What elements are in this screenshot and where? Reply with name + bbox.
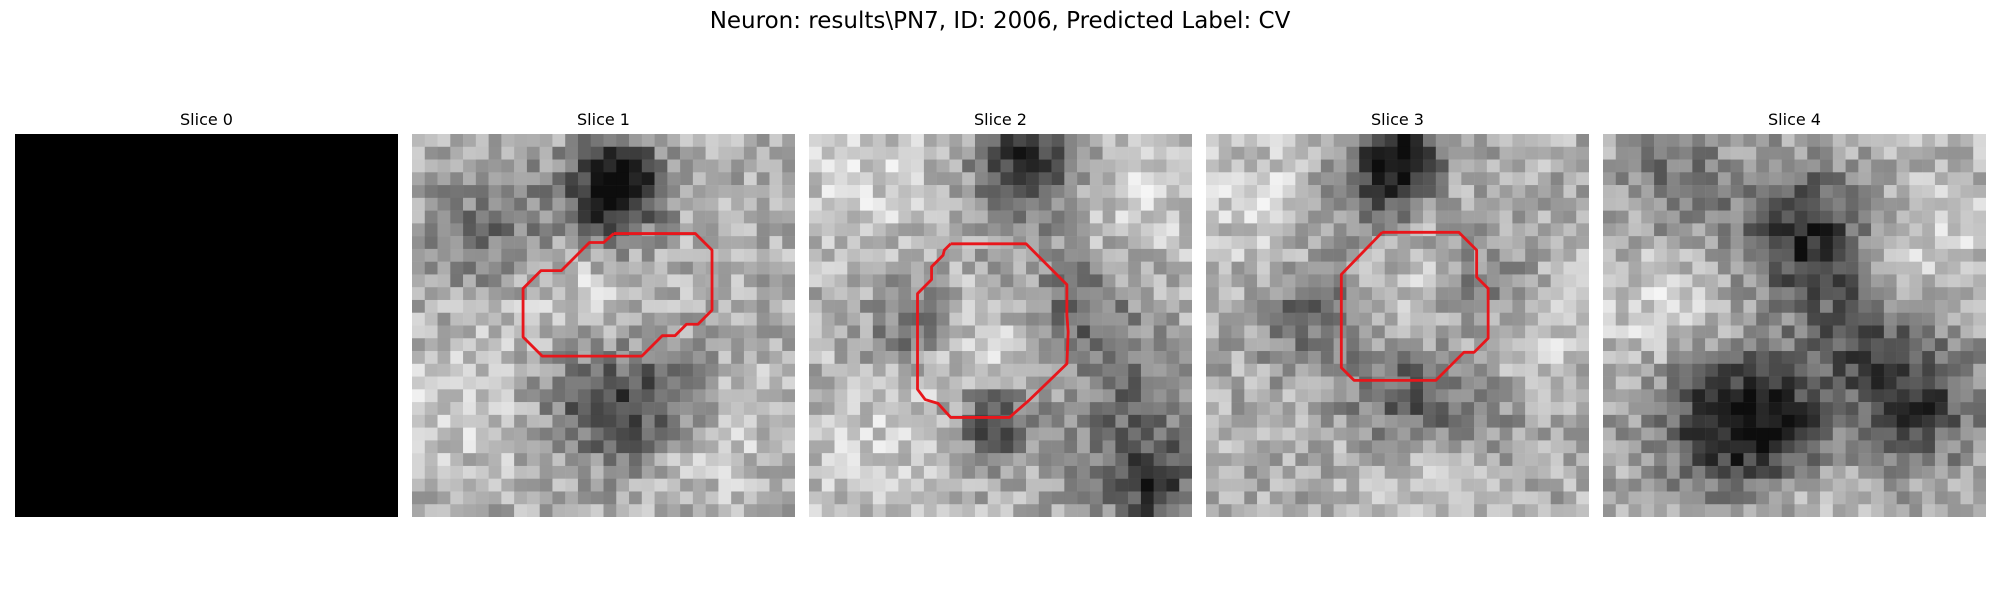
slice-image-1: [412, 134, 795, 517]
figure-title: Neuron: results\PN7, ID: 2006, Predicted…: [709, 8, 1291, 34]
slice-3-pixels: [1206, 134, 1589, 517]
slice-panel-2: Slice 2: [809, 108, 1192, 518]
slice-image-3: [1206, 134, 1589, 517]
slice-image-4: [1603, 134, 1986, 517]
slice-2-contour: [916, 242, 1070, 419]
slice-panel-3: Slice 3: [1206, 108, 1589, 518]
slice-title-3: Slice 3: [1371, 110, 1424, 129]
slice-image-0: [15, 134, 398, 517]
slice-title-2: Slice 2: [974, 110, 1027, 129]
slice-title-1: Slice 1: [577, 110, 630, 129]
slice-panel-1: Slice 1: [412, 108, 795, 518]
slice-title-0: Slice 0: [180, 110, 233, 129]
slice-4-pixels: [1603, 134, 1986, 517]
slice-panel-0: Slice 0: [15, 108, 398, 518]
slice-1-pixels: [412, 134, 795, 517]
slice-2-pixels: [809, 134, 1192, 517]
slice-panel-4: Slice 4: [1603, 108, 1986, 518]
slice-image-2: [809, 134, 1192, 517]
slice-3-contour: [1339, 230, 1490, 382]
slice-title-4: Slice 4: [1768, 110, 1821, 129]
slice-1-contour: [521, 232, 714, 358]
